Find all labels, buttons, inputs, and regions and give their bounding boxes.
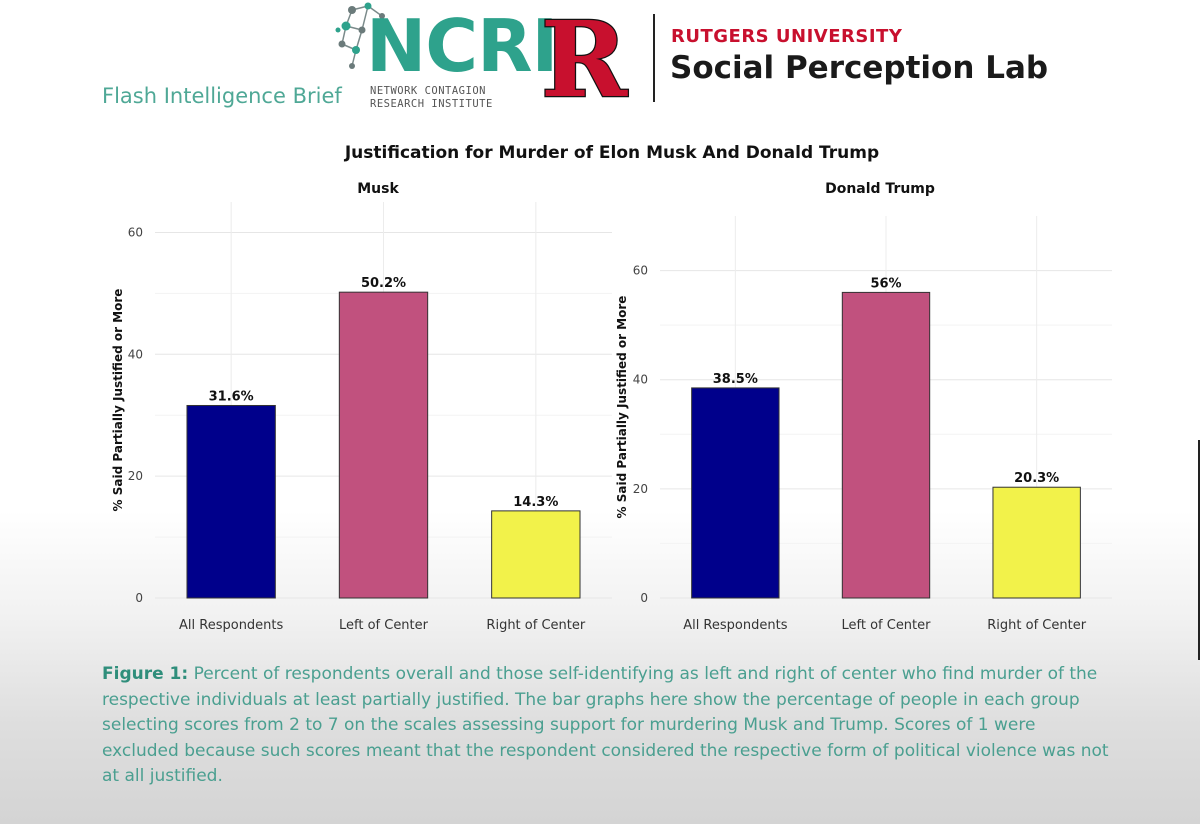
y-tick-label: 0 [135, 591, 143, 605]
data-label: 38.5% [713, 372, 758, 387]
rutgers-r-letter: R [541, 10, 629, 104]
y-axis-label: % Said Partially Justified or More [111, 289, 125, 512]
figure-caption-label: Figure 1: [102, 664, 189, 684]
x-tick-label: Left of Center [841, 618, 931, 633]
figure-caption-text: Percent of respondents overall and those… [102, 664, 1109, 786]
social-perception-lab-label: Social Perception Lab [670, 50, 1049, 86]
bar [841, 291, 931, 599]
y-axis-label: % Said Partially Justified or More [615, 296, 629, 519]
rutgers-university-label: RUTGERS UNIVERSITY [671, 26, 903, 47]
trump-chart-panel: 0 20 40 60 % Said Partially Justified or Mor… [615, 181, 1112, 633]
rutgers-r-logo: R [540, 10, 631, 104]
x-tick-label: Left of Center [339, 618, 429, 633]
figure-caption: Figure 1: Percent of respondents overall… [102, 662, 1112, 790]
bar [338, 291, 429, 599]
x-tick-label: All Respondents [179, 618, 284, 633]
window-edge [1198, 440, 1200, 660]
bar [992, 486, 1081, 599]
x-tick-label: Right of Center [987, 618, 1086, 633]
bar-charts: 0 20 40 60 % Said Partially Justified or Mor… [111, 181, 1112, 633]
panel-title: Donald Trump [825, 181, 935, 197]
ncri-logo-subtitle: NETWORK CONTAGION RESEARCH INSTITUTE [370, 85, 493, 110]
y-tick-label: 20 [633, 482, 648, 496]
data-label: 14.3% [513, 495, 558, 510]
bar [186, 404, 276, 599]
x-tick-label: Right of Center [486, 618, 585, 633]
chart-title: Justification for Murder of Elon Musk An… [344, 143, 880, 163]
ncri-logo: NCRI NETWORK CONTAGION RESEARCH INSTITUT… [334, 0, 558, 126]
data-label: 56% [870, 276, 901, 291]
y-tick-label: 20 [128, 469, 143, 483]
musk-chart-panel: 0 20 40 60 % Said Partially Justified or Mor… [111, 181, 612, 633]
ncri-logo-text: NCRI [366, 4, 558, 88]
y-tick-label: 40 [128, 347, 143, 361]
panel-title: Musk [357, 181, 399, 197]
y-tick-label: 60 [633, 264, 648, 278]
y-tick-label: 0 [640, 591, 648, 605]
x-tick-label: All Respondents [683, 618, 788, 633]
data-label: 31.6% [209, 389, 254, 404]
network-dots-icon [335, 2, 385, 69]
y-tick-label: 60 [128, 225, 143, 239]
bar [491, 510, 581, 599]
y-tick-label: 40 [633, 373, 648, 387]
flash-intelligence-brief-label: Flash Intelligence Brief [102, 84, 342, 108]
logo-divider [653, 14, 655, 102]
data-label: 50.2% [361, 276, 406, 291]
data-label: 20.3% [1014, 471, 1059, 486]
bar [691, 387, 780, 599]
